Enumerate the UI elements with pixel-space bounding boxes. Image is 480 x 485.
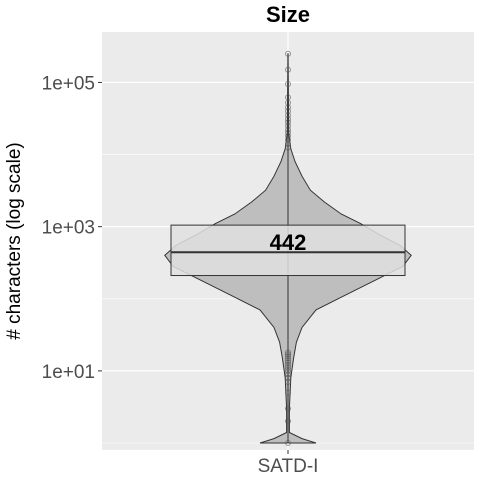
x-tick-label: SATD-I [258, 456, 319, 477]
outlier-point [285, 374, 291, 381]
box [170, 224, 406, 277]
outlier-point [285, 50, 291, 57]
outlier-point [285, 81, 291, 88]
outlier-point [285, 353, 291, 360]
median-label: 442 [270, 230, 307, 255]
outlier-point [285, 122, 291, 129]
outlier-point [285, 405, 291, 412]
outlier-point [285, 119, 291, 126]
outlier-point [285, 389, 291, 396]
outliers [285, 50, 291, 447]
outlier-point [285, 349, 291, 356]
outlier-point [285, 112, 291, 119]
outlier-point [285, 116, 291, 123]
outlier-point [285, 140, 291, 147]
outlier-point [285, 440, 291, 447]
outlier-point [285, 99, 291, 106]
outlier-point [285, 133, 291, 140]
outlier-point [285, 129, 291, 136]
outlier-point [285, 367, 291, 374]
outlier-point [285, 359, 291, 366]
y-tick-label: 1e+05 [42, 73, 95, 94]
outlier-point [285, 351, 291, 358]
outlier-point [285, 126, 291, 133]
outlier-point [285, 357, 291, 364]
outlier-point [285, 108, 291, 115]
y-tick-label: 1e+03 [42, 218, 95, 239]
outlier-point [285, 379, 291, 386]
outlier-point [285, 371, 291, 378]
outlier-point [285, 136, 291, 143]
outlier-point [285, 66, 291, 73]
x-axis: SATD-I [258, 450, 319, 477]
y-axis: 1e+01 1e+03 1e+05 [42, 73, 102, 383]
outlier-point [285, 144, 291, 151]
chart-title: Size [266, 2, 310, 27]
y-tick-label: 1e+01 [42, 362, 95, 383]
y-axis-label: # characters (log scale) [4, 142, 25, 339]
outlier-point [285, 418, 291, 425]
outlier-point [285, 355, 291, 362]
plot-area: 442 [164, 50, 412, 447]
outlier-point [285, 94, 291, 101]
